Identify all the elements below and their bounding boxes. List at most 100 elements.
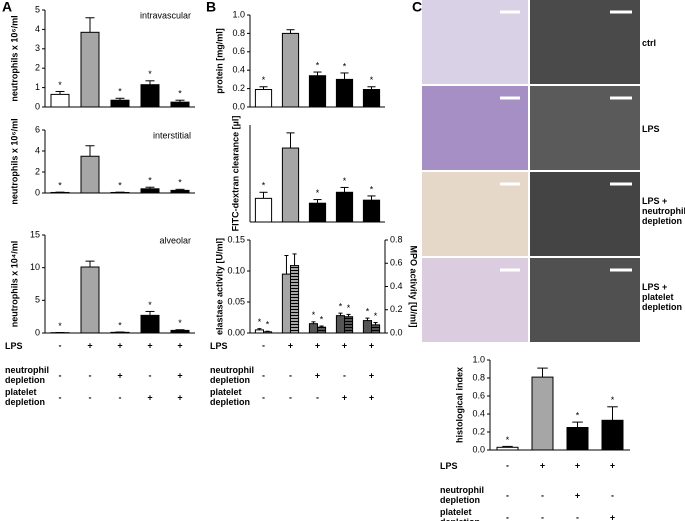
significance-mark: * — [266, 320, 270, 330]
bar — [308, 75, 327, 108]
bar — [281, 32, 300, 108]
significance-mark: * — [262, 75, 266, 85]
bar — [110, 99, 130, 108]
image-label: LPS + neutrophil depletion — [642, 196, 685, 226]
significance-mark: * — [312, 310, 316, 320]
image-label: LPS — [642, 124, 660, 134]
bar — [566, 427, 589, 451]
y2-axis-label: MPO activity [U/ml] — [409, 245, 419, 327]
condition-sign: + — [540, 460, 545, 470]
y-axis-label: protein [mg/ml] — [214, 28, 224, 94]
chart-label: alveolar — [159, 235, 191, 245]
y-tick-label: 1 — [35, 82, 40, 92]
y-tick-label: 0.6 — [472, 390, 485, 400]
condition-sign: + — [575, 490, 580, 500]
y-tick-label: 1.0 — [472, 354, 485, 364]
chart-label: intravascular — [140, 10, 191, 20]
bar — [308, 323, 318, 334]
y-tick-label: 2 — [35, 63, 40, 73]
bar — [80, 155, 100, 194]
y2-tick-label: 0.0 — [390, 327, 403, 337]
y-tick-label: 15 — [30, 229, 40, 239]
y-tick-label: 0.0 — [472, 444, 485, 454]
condition-sign: + — [342, 392, 347, 402]
significance-mark: * — [148, 300, 152, 310]
significance-mark: * — [58, 80, 62, 90]
significance-mark: * — [374, 311, 378, 321]
bar — [170, 189, 190, 194]
y-axis-label: neutrophils x 10⁶/ml — [9, 15, 19, 101]
condition-sign: + — [342, 340, 347, 350]
bar — [362, 89, 381, 108]
condition-sign: - — [262, 392, 265, 402]
condition-label: neutrophil depletion — [210, 365, 254, 385]
condition-sign: + — [610, 460, 615, 470]
condition-sign: - — [576, 512, 579, 521]
condition-sign: - — [149, 370, 152, 380]
y-tick-label: 0.0 — [232, 101, 245, 111]
bar — [496, 446, 519, 451]
bar — [263, 331, 273, 334]
bar — [281, 147, 300, 223]
y-tick-label: 10 — [30, 262, 40, 272]
y-tick-label: 3 — [35, 43, 40, 53]
image-label: ctrl — [642, 38, 657, 48]
histology-image — [422, 0, 528, 84]
significance-mark: * — [118, 320, 122, 330]
significance-mark: * — [178, 318, 182, 328]
condition-label: LPS — [5, 341, 23, 351]
y-tick-label: 0.2 — [232, 83, 245, 93]
condition-sign: + — [369, 370, 374, 380]
y2-tick-label: 0.2 — [390, 304, 403, 314]
y-axis-label: FITC-dextran clearance [µl] — [230, 116, 240, 232]
y-tick-label: 0 — [35, 187, 40, 197]
bar — [335, 191, 354, 223]
significance-mark: * — [576, 410, 580, 420]
condition-sign: + — [87, 340, 92, 350]
y-axis-label: elastase activity [U/ml] — [214, 238, 224, 335]
condition-sign: - — [506, 512, 509, 521]
condition-sign: + — [369, 340, 374, 350]
bar — [335, 315, 345, 334]
y-tick-label: 0 — [35, 101, 40, 111]
bar — [254, 197, 273, 223]
condition-label: platelet depletion — [5, 387, 45, 407]
y-tick-label: 2 — [35, 166, 40, 176]
significance-mark: * — [366, 306, 370, 316]
y-tick-label: 1.0 — [232, 9, 245, 19]
condition-sign: + — [315, 370, 320, 380]
bar — [50, 93, 70, 108]
significance-mark: * — [258, 317, 262, 327]
y-tick-label: 0.4 — [232, 65, 245, 75]
bar — [170, 101, 190, 108]
y-tick-label: 0.05 — [227, 296, 245, 306]
panel-letter: A — [2, 0, 12, 15]
condition-sign: + — [177, 340, 182, 350]
significance-mark: * — [316, 188, 320, 198]
y-tick-label: 0.4 — [472, 408, 485, 418]
condition-sign: - — [289, 392, 292, 402]
condition-label: LPS — [440, 461, 458, 471]
histology-image — [422, 258, 528, 342]
condition-sign: + — [147, 340, 152, 350]
condition-sign: - — [343, 370, 346, 380]
significance-mark: * — [611, 395, 615, 405]
significance-mark: * — [506, 435, 510, 445]
condition-sign: + — [610, 512, 615, 521]
y-tick-label: 5 — [35, 295, 40, 305]
sem-image — [530, 258, 640, 342]
bar — [140, 188, 160, 194]
condition-sign: + — [147, 392, 152, 402]
bar — [362, 320, 372, 334]
y-axis-label: neutrophils x 10⁴/ml — [9, 241, 19, 327]
panel-letter: C — [412, 0, 422, 15]
significance-mark: * — [320, 314, 324, 324]
significance-mark: * — [370, 75, 374, 85]
condition-sign: - — [262, 370, 265, 380]
y2-tick-label: 0.8 — [390, 234, 403, 244]
histology-image — [422, 86, 528, 170]
condition-sign: - — [541, 512, 544, 521]
condition-sign: - — [316, 392, 319, 402]
bar — [344, 316, 354, 334]
condition-sign: + — [117, 370, 122, 380]
